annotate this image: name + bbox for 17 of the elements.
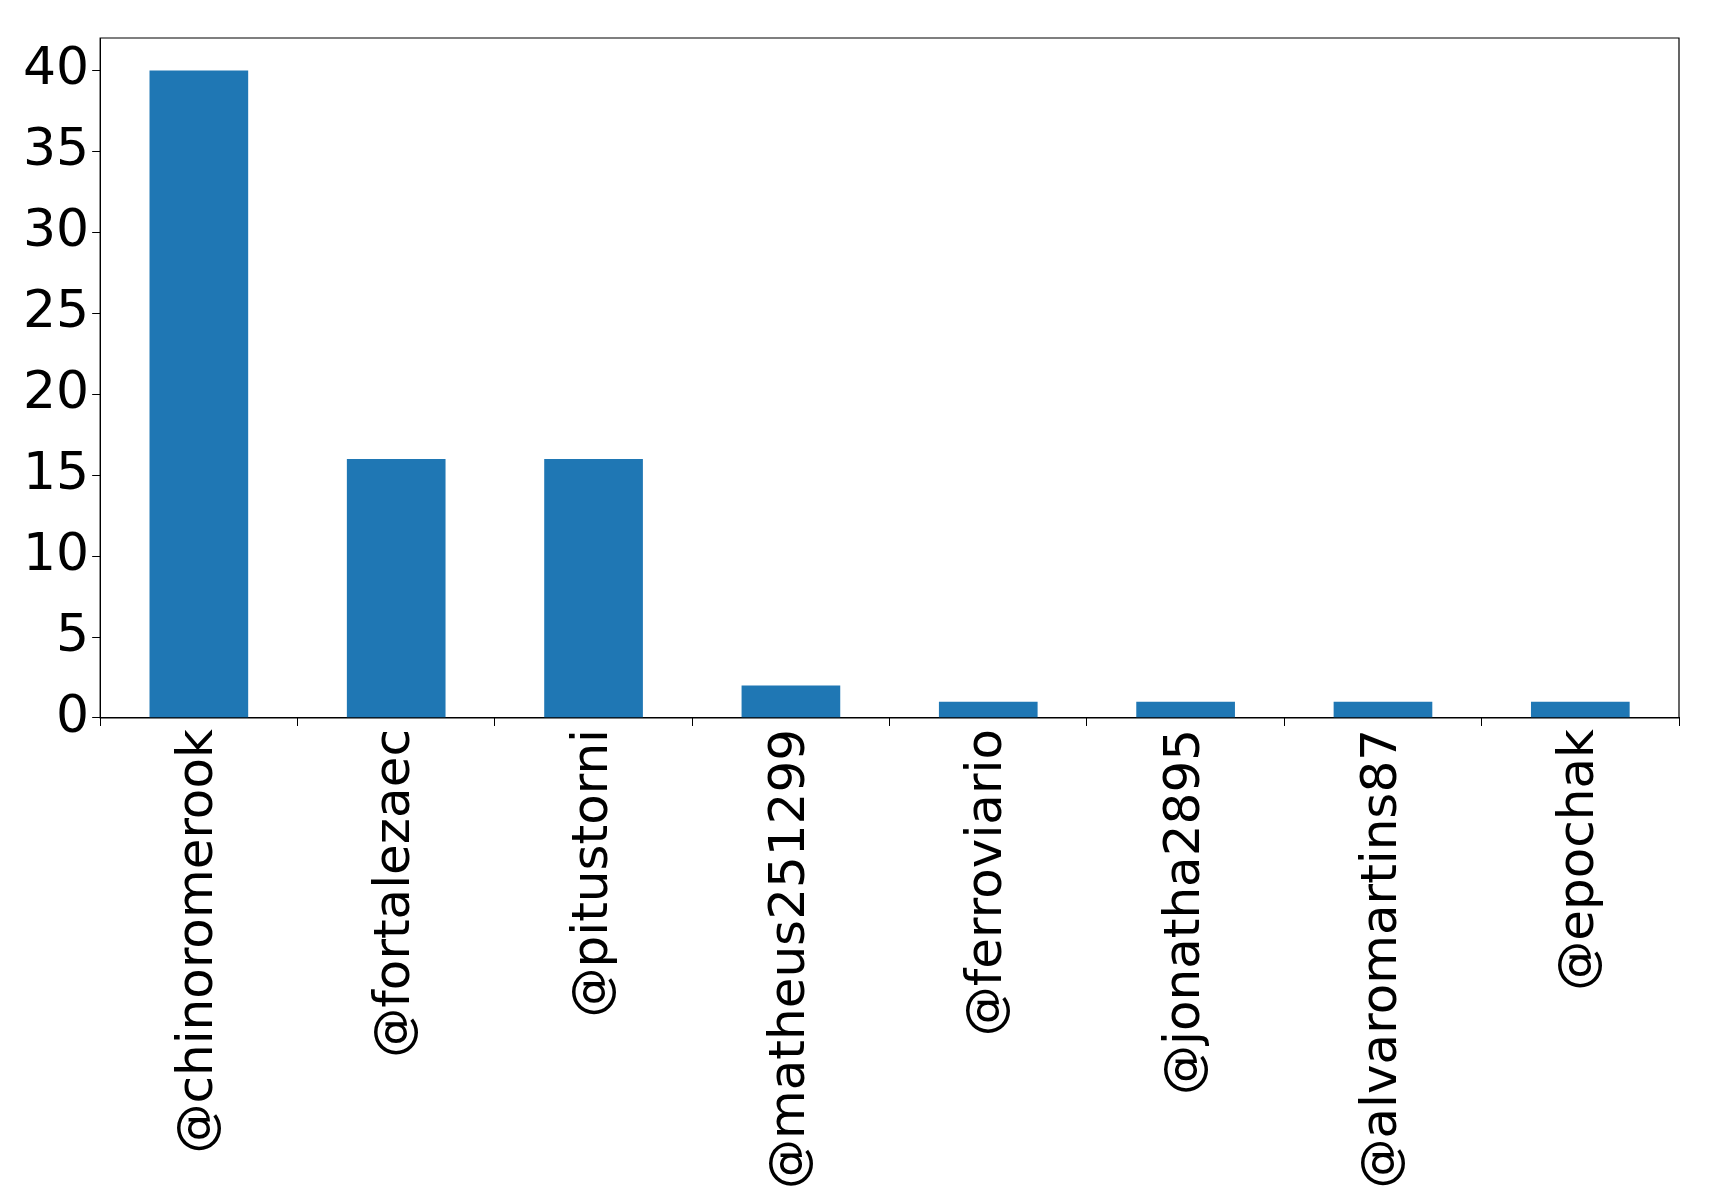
x-tick-label: @pitustorni xyxy=(560,728,619,1018)
y-tick-label: 0 xyxy=(56,683,90,744)
x-tick-label: @matheus251299 xyxy=(757,728,816,1190)
y-tick-label: 15 xyxy=(23,440,90,501)
x-tick-label: @chinoromerook xyxy=(165,728,224,1154)
y-tick-label: 5 xyxy=(56,602,90,663)
y-tick-label: 25 xyxy=(23,278,90,339)
x-tick-label: @alvaromartins87 xyxy=(1349,728,1408,1189)
y-tick-label: 20 xyxy=(23,359,90,420)
x-tick-label: @epochak xyxy=(1547,728,1606,991)
y-tick-label: 10 xyxy=(23,521,90,582)
x-tick-label: @fortalezaec xyxy=(363,728,422,1058)
y-tick-label: 30 xyxy=(23,197,90,258)
x-tick-label: @ferroviario xyxy=(955,728,1014,1037)
y-tick-label: 40 xyxy=(23,35,90,96)
y-tick-label: 35 xyxy=(23,116,90,177)
x-tick-label: @jonatha2895 xyxy=(1152,728,1211,1095)
